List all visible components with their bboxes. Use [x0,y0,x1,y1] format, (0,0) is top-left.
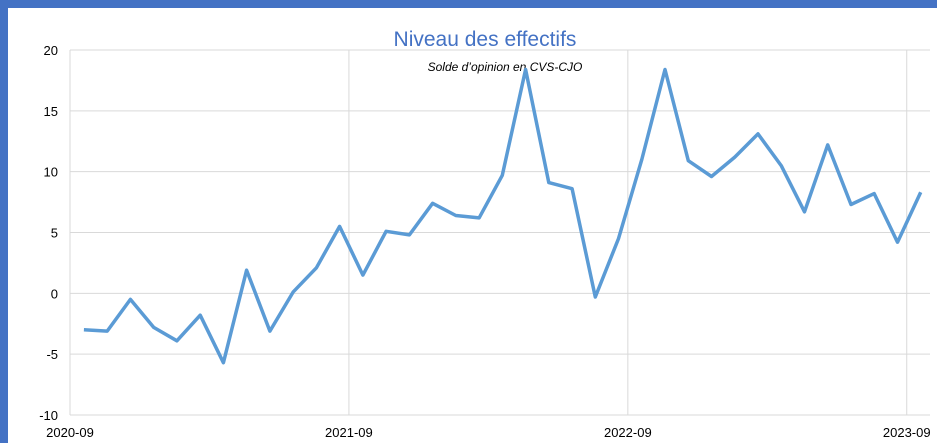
x-tick-label: 2023-09 [883,425,931,440]
y-tick-label: 15 [44,104,58,119]
y-tick-label: -5 [46,347,58,362]
chart-background [8,8,937,443]
y-tick-label: 0 [51,286,58,301]
chart-subtitle: Solde d’opinion en CVS-CJO [428,60,583,74]
y-tick-label: 20 [44,43,58,58]
x-tick-label: 2021-09 [325,425,373,440]
series-line [83,67,923,365]
y-tick-label: -10 [39,408,58,423]
y-tick-label: 10 [44,165,58,180]
x-tick-label: 2022-09 [604,425,652,440]
chart-title: Niveau des effectifs [394,28,577,51]
x-tick-label: 2020-09 [46,425,94,440]
y-tick-label: 5 [51,226,58,241]
